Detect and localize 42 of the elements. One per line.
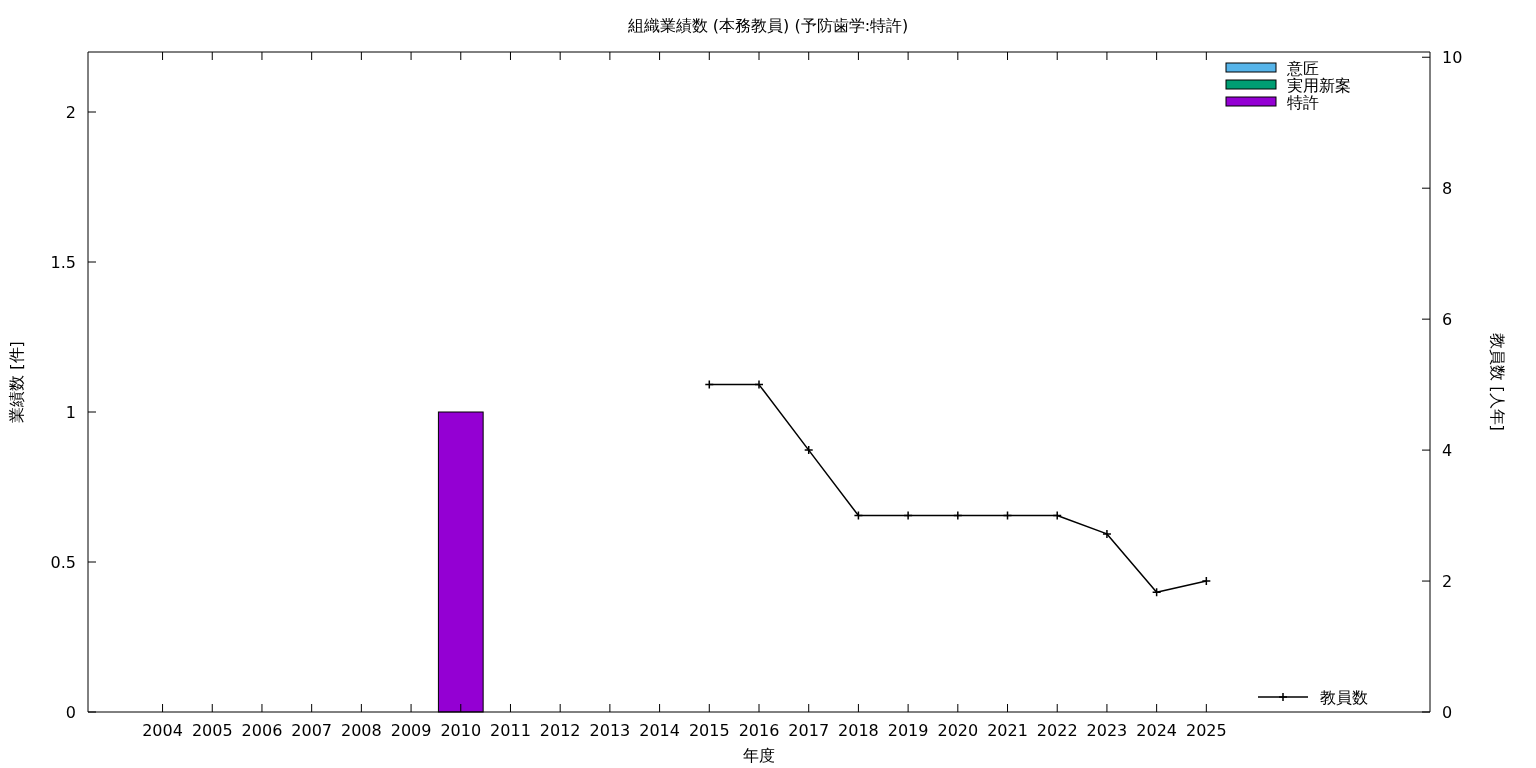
y-tick-label: 1: [65, 403, 76, 422]
x-axis-title: 年度: [743, 746, 775, 765]
x-tick-label: 2007: [291, 721, 333, 740]
y2-tick-label: 10: [1442, 48, 1463, 68]
chart-title: 組織業績数 (本務教員) (予防歯学:特許): [626, 16, 909, 35]
x-tick-label: 2010: [440, 721, 482, 740]
x-tick-label: 2013: [589, 721, 631, 740]
legend-y2: 教員数: [1257, 688, 1368, 707]
y-tick-label: 2: [65, 103, 76, 122]
x-tick-label: 2015: [688, 721, 730, 740]
x-tick-label: 2023: [1086, 721, 1128, 740]
y-tick-label: 1.5: [50, 253, 76, 272]
y2-tick-label: 8: [1442, 179, 1453, 199]
x-tick-label: 2011: [490, 721, 531, 740]
x-tick-label: 2020: [937, 721, 979, 740]
y-tick-label: 0: [65, 703, 76, 722]
x-tick-label: 2024: [1136, 721, 1177, 740]
x-tick-label: 2018: [838, 721, 879, 740]
x-tick-label: 2022: [1036, 721, 1078, 740]
x-tick-label: 2004: [142, 721, 183, 740]
legend-label: 意匠: [1286, 59, 1319, 78]
y2-tick-label: 2: [1442, 572, 1453, 592]
legend-label: 特許: [1287, 93, 1319, 112]
x-tick-label: 2016: [738, 721, 780, 740]
y2-tick-label: 4: [1442, 441, 1453, 461]
x-tick-label: 2005: [191, 721, 233, 740]
x-tick-label: 2021: [987, 721, 1028, 740]
x-tick-label: 2008: [341, 721, 382, 740]
x-tick-label: 2009: [390, 721, 432, 740]
legend-label: 実用新案: [1287, 76, 1351, 95]
x-tick-label: 2006: [241, 721, 283, 740]
x-tick-label: 2019: [887, 721, 929, 740]
y-axis-title: 業績数 [件]: [7, 341, 26, 423]
y-tick-label: 0.5: [50, 553, 76, 572]
x-tick-label: 2012: [539, 721, 581, 740]
y2-tick-label: 0: [1442, 703, 1453, 722]
y2-tick-label: 6: [1442, 310, 1453, 330]
y2-axis-title: 教員数 [人年]: [1488, 333, 1507, 431]
x-tick-label: 2017: [788, 721, 830, 740]
x-tick-label: 2025: [1185, 721, 1227, 740]
legend-label: 教員数: [1320, 688, 1368, 707]
x-tick-label: 2014: [639, 721, 680, 740]
